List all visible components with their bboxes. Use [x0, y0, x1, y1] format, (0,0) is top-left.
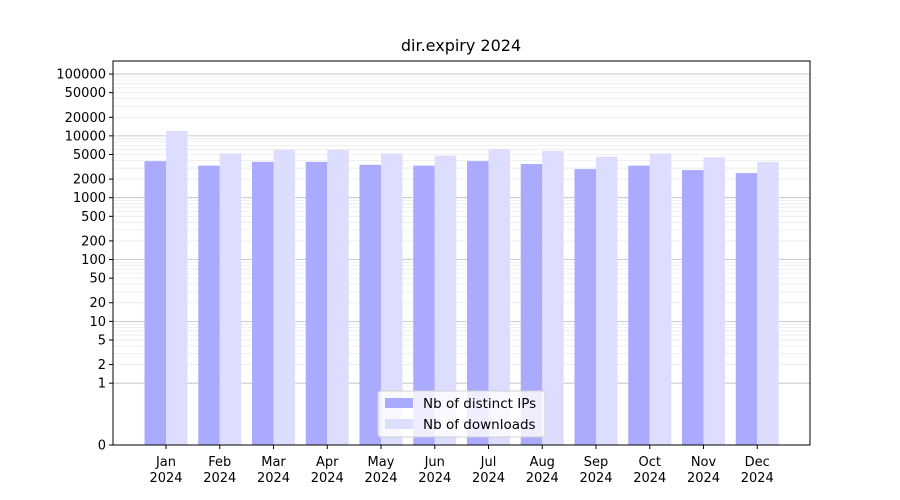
x-tick-label-month: Sep: [584, 455, 609, 470]
x-tick-label-month: Jul: [480, 455, 497, 470]
x-tick-label-month: Aug: [530, 455, 555, 470]
y-tick-label: 5: [98, 333, 106, 348]
y-tick-label: 100: [81, 253, 106, 268]
x-tick-label-year: 2024: [203, 471, 236, 486]
x-tick-label-year: 2024: [257, 471, 290, 486]
bar-downloads: [219, 153, 242, 445]
x-tick-label-year: 2024: [687, 471, 720, 486]
x-tick-label-year: 2024: [311, 471, 344, 486]
x-tick-label-month: Dec: [745, 455, 770, 470]
y-tick-label: 10000: [65, 129, 106, 144]
y-tick-label: 2: [98, 358, 106, 373]
chart-title: dir.expiry 2024: [401, 36, 521, 55]
y-tick-label: 1000: [73, 191, 106, 206]
x-tick-label-year: 2024: [741, 471, 774, 486]
bar-distinct-ips: [359, 164, 381, 445]
x-tick-label-year: 2024: [418, 471, 451, 486]
bar-downloads: [757, 161, 779, 445]
x-tick-label-month: Feb: [208, 455, 231, 470]
bar-downloads: [166, 130, 188, 445]
legend-swatch: [385, 398, 413, 408]
bar-distinct-ips: [682, 170, 704, 446]
legend: Nb of distinct IPs Nb of downloads: [377, 390, 546, 438]
x-tick-label-month: Jun: [424, 455, 445, 470]
x-tick-label-month: Jan: [155, 455, 176, 470]
bar-downloads: [434, 155, 457, 446]
bar-downloads: [703, 157, 725, 446]
legend-entry: Nb of distinct IPs: [423, 396, 536, 412]
legend-swatch: [385, 419, 413, 429]
bar-downloads: [488, 149, 510, 446]
bar-downloads: [596, 156, 618, 446]
bar-distinct-ips: [628, 165, 650, 445]
x-tick-label-year: 2024: [472, 471, 505, 486]
x-tick-label-month: Nov: [691, 455, 717, 470]
bar-distinct-ips: [467, 161, 489, 446]
y-tick-label: 1: [98, 377, 106, 392]
x-tick-label-month: Mar: [261, 455, 286, 470]
x-tick-label-year: 2024: [364, 471, 397, 486]
y-tick-label: 500: [81, 210, 106, 225]
y-tick-label: 10: [89, 315, 106, 330]
y-tick-label: 5000: [73, 148, 106, 163]
y-tick-label: 100000: [56, 68, 106, 83]
legend-box: [377, 390, 546, 438]
bar-downloads: [649, 153, 672, 445]
bar-distinct-ips: [520, 164, 543, 445]
bar-distinct-ips: [735, 173, 758, 445]
bar-downloads: [542, 150, 564, 445]
bar-distinct-ips: [252, 161, 274, 445]
y-tick-label: 0: [98, 439, 106, 454]
y-tick-label: 50000: [65, 86, 106, 101]
x-tick-label-year: 2024: [579, 471, 612, 486]
x-tick-label-year: 2024: [149, 471, 182, 486]
plot-frame: [112, 60, 811, 446]
y-tick-label: 50: [89, 272, 106, 287]
x-tick-label-month: May: [368, 455, 395, 470]
y-tick-label: 200: [81, 234, 106, 249]
bar-downloads: [273, 150, 295, 445]
bar-downloads: [381, 153, 403, 445]
y-tick-label: 20000: [65, 111, 106, 126]
bar-downloads: [327, 150, 349, 445]
plot-area: 0 1 2 5 10 20 50 100 200 500 1000 2000 5000 10000 2000…: [56, 68, 810, 486]
x-tick-label-month: Oct: [639, 455, 661, 470]
y-tick-label: 20: [89, 296, 106, 311]
bar-distinct-ips: [305, 161, 328, 445]
x-tick-label-month: Apr: [316, 455, 339, 470]
bar-distinct-ips: [413, 165, 435, 445]
bar-distinct-ips: [574, 169, 596, 445]
y-tick-label: 2000: [73, 173, 106, 188]
x-tick-label-year: 2024: [526, 471, 559, 486]
x-tick-label-year: 2024: [633, 471, 666, 486]
bar-distinct-ips: [198, 165, 220, 445]
legend-entry: Nb of downloads: [423, 417, 536, 433]
bar-distinct-ips: [144, 161, 166, 446]
